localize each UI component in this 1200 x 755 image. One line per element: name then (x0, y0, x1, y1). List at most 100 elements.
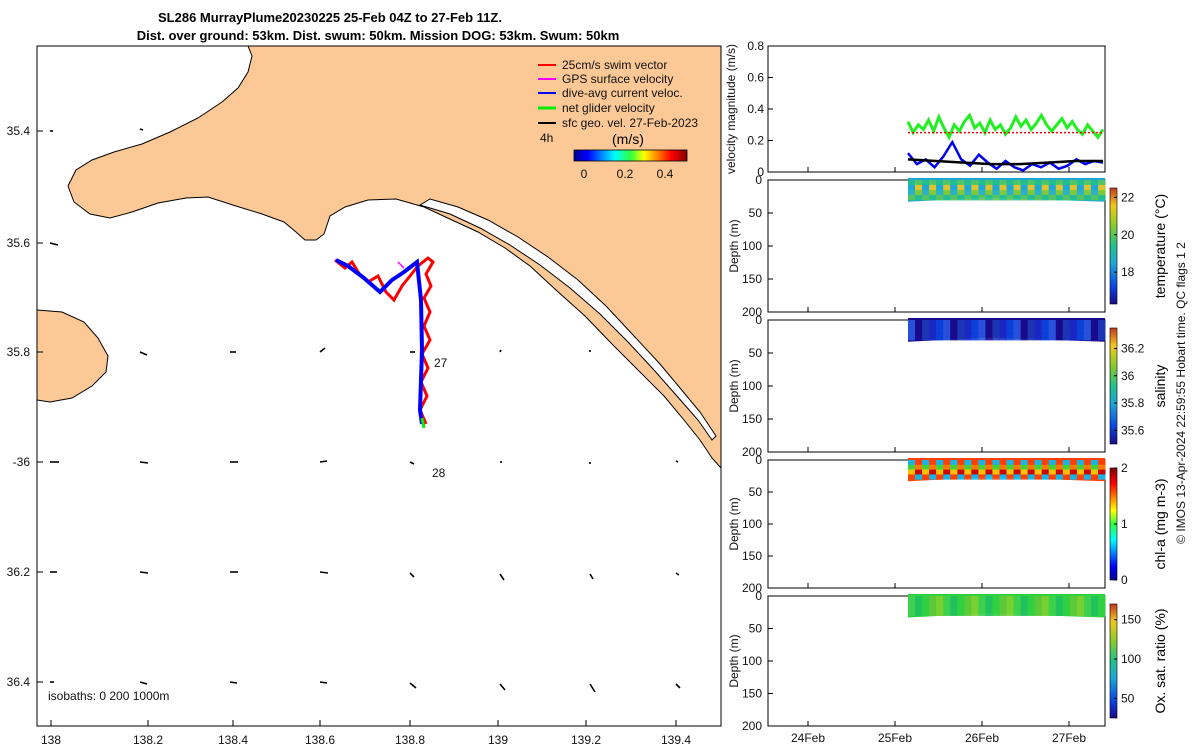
section-cell (964, 180, 972, 186)
section-cell (1006, 329, 1014, 336)
y-tick-label: 0 (757, 165, 764, 179)
section-cell (1013, 320, 1021, 326)
section-cell (957, 334, 965, 341)
y-axis-label: Depth (m) (727, 497, 741, 550)
section-cell (1006, 610, 1014, 616)
section-cell (1083, 334, 1092, 341)
section-cell (1013, 600, 1021, 607)
section-cell (936, 334, 944, 341)
section-cell (1062, 189, 1071, 196)
section-cell (1048, 180, 1057, 186)
section-cell (1055, 180, 1064, 186)
map-y-tick-label: 35.6 (7, 236, 31, 250)
section-cell (1020, 610, 1029, 616)
section-cell (936, 194, 944, 201)
map-frame (36, 45, 722, 727)
section-cell (1055, 334, 1064, 341)
section-cell (985, 180, 993, 186)
y-tick-label: 0.6 (747, 71, 764, 85)
section-cell (1006, 605, 1014, 612)
section-cell (1069, 180, 1078, 186)
section-cell (1034, 189, 1043, 196)
section-cell (985, 324, 993, 331)
section-cell (999, 596, 1007, 602)
section-cell (1098, 460, 1106, 466)
section-cell (908, 469, 916, 475)
section-cell (1090, 610, 1099, 616)
section-cell (1090, 189, 1099, 196)
section-cell (922, 464, 930, 471)
map-y-tick-label: -36 (13, 455, 31, 469)
section-cell (1020, 334, 1029, 341)
map-y-axis: 35.4 35.6 35.8 -36 36.2 36.4 (7, 124, 43, 689)
section-cell (992, 334, 1000, 341)
section-cell (1027, 464, 1036, 471)
title-line-2: Dist. over ground: 53km. Dist. swum: 50k… (137, 28, 620, 43)
section-cell (971, 329, 979, 336)
title-line-1: SL286 MurrayPlume20230225 25-Feb 04Z to … (158, 10, 502, 25)
section-cell (978, 605, 986, 612)
section-cell (943, 610, 951, 616)
section-cell (922, 596, 930, 602)
section-cell (1083, 329, 1092, 336)
section-cell (929, 334, 937, 341)
section-cell (1062, 320, 1071, 326)
section-cell (1027, 600, 1036, 607)
section-cell (1034, 320, 1043, 326)
section-cell (1098, 464, 1106, 471)
section-cell (1062, 596, 1071, 602)
section-cell (1083, 184, 1092, 191)
section-cell (1013, 464, 1021, 471)
y-tick-label: 100 (742, 239, 762, 253)
section-cell (936, 184, 944, 191)
mainland (67, 46, 721, 469)
section-cell (1034, 334, 1043, 341)
section-cell (1055, 600, 1064, 607)
y-tick-label: 150 (742, 272, 762, 286)
section-cell (1006, 474, 1014, 480)
coastal-lagoon (418, 198, 717, 441)
section-cell (915, 600, 923, 607)
section-cell (1069, 605, 1078, 612)
section-cell (1013, 469, 1021, 475)
colorbar-title: (m/s) (612, 131, 644, 147)
section-cell (957, 460, 965, 466)
section-cell (999, 180, 1007, 186)
colorbar-tick-label: 150 (1121, 613, 1141, 627)
section-cell (915, 189, 923, 196)
section-cell (915, 334, 923, 341)
section-cell (922, 469, 930, 475)
section-cell (1055, 464, 1064, 471)
section-cell (1006, 469, 1014, 475)
section-cell (950, 610, 958, 616)
y-tick-label: 50 (749, 622, 763, 636)
section-cell (978, 474, 986, 480)
section-cell (922, 180, 930, 186)
section-cell (978, 194, 986, 201)
section-cell (908, 464, 916, 471)
section-cell (999, 610, 1007, 616)
colorbar-tick-label: 36 (1121, 369, 1135, 383)
map-x-tick-label: 139.2 (571, 733, 601, 747)
section-cell (922, 184, 930, 191)
section-cell (950, 469, 958, 475)
colorbar-tick-label: 18 (1121, 265, 1135, 279)
y-axis-label: velocity magnitude (m/s) (724, 44, 738, 174)
section-cell (1090, 464, 1099, 471)
section-cell (1069, 329, 1078, 336)
section-cell (985, 320, 993, 326)
section-cell (1027, 474, 1036, 480)
section-cell (1090, 194, 1099, 201)
map-x-tick-label: 139.4 (661, 733, 691, 747)
section-cell (992, 184, 1000, 191)
map-y-tick-label: 36.4 (7, 675, 31, 689)
net-glider-velocity-track (420, 417, 426, 429)
section-cell (971, 460, 979, 466)
y-tick-label: 0 (755, 313, 762, 327)
section-cell (915, 194, 923, 201)
section-cell (922, 329, 930, 336)
y-tick-label: 0.4 (747, 102, 764, 116)
section-cell (915, 605, 923, 612)
y-tick-label: 0 (755, 173, 762, 187)
section-cell (964, 469, 972, 475)
